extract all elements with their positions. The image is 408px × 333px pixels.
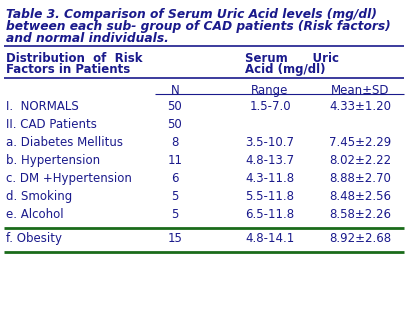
Text: b. Hypertension: b. Hypertension <box>6 154 100 167</box>
Text: 8.02±2.22: 8.02±2.22 <box>329 154 391 167</box>
Text: I.  NORMALS: I. NORMALS <box>6 100 79 113</box>
Text: e. Alcohol: e. Alcohol <box>6 208 64 221</box>
Text: 8.48±2.56: 8.48±2.56 <box>329 190 391 203</box>
Text: 4.3-11.8: 4.3-11.8 <box>246 172 295 185</box>
Text: Distribution  of  Risk: Distribution of Risk <box>6 52 142 65</box>
Text: 6: 6 <box>171 172 179 185</box>
Text: 50: 50 <box>168 118 182 131</box>
Text: 1.5-7.0: 1.5-7.0 <box>249 100 291 113</box>
Text: 50: 50 <box>168 100 182 113</box>
Text: f. Obesity: f. Obesity <box>6 232 62 245</box>
Text: Serum      Uric: Serum Uric <box>245 52 339 65</box>
Text: 4.8-13.7: 4.8-13.7 <box>246 154 295 167</box>
Text: 8: 8 <box>171 136 179 149</box>
Text: 4.33±1.20: 4.33±1.20 <box>329 100 391 113</box>
Text: Table 3. Comparison of Serum Uric Acid levels (mg/dl): Table 3. Comparison of Serum Uric Acid l… <box>6 8 377 21</box>
Text: Range: Range <box>251 84 289 97</box>
Text: Acid (mg/dl): Acid (mg/dl) <box>245 63 326 76</box>
Text: 5: 5 <box>171 208 179 221</box>
Text: Mean±SD: Mean±SD <box>331 84 389 97</box>
Text: Factors in Patients: Factors in Patients <box>6 63 130 76</box>
Text: 5.5-11.8: 5.5-11.8 <box>246 190 295 203</box>
Text: 7.45±2.29: 7.45±2.29 <box>329 136 391 149</box>
Text: 8.92±2.68: 8.92±2.68 <box>329 232 391 245</box>
Text: 8.58±2.26: 8.58±2.26 <box>329 208 391 221</box>
Text: II. CAD Patients: II. CAD Patients <box>6 118 97 131</box>
Text: 5: 5 <box>171 190 179 203</box>
Text: between each sub- group of CAD patients (Risk factors): between each sub- group of CAD patients … <box>6 20 391 33</box>
Text: d. Smoking: d. Smoking <box>6 190 72 203</box>
Text: and normal individuals.: and normal individuals. <box>6 32 169 45</box>
Text: c. DM +Hypertension: c. DM +Hypertension <box>6 172 132 185</box>
Text: 3.5-10.7: 3.5-10.7 <box>246 136 295 149</box>
Text: 8.88±2.70: 8.88±2.70 <box>329 172 391 185</box>
Text: 4.8-14.1: 4.8-14.1 <box>245 232 295 245</box>
Text: N: N <box>171 84 180 97</box>
Text: a. Diabetes Mellitus: a. Diabetes Mellitus <box>6 136 123 149</box>
Text: 11: 11 <box>168 154 182 167</box>
Text: 6.5-11.8: 6.5-11.8 <box>246 208 295 221</box>
Text: 15: 15 <box>168 232 182 245</box>
